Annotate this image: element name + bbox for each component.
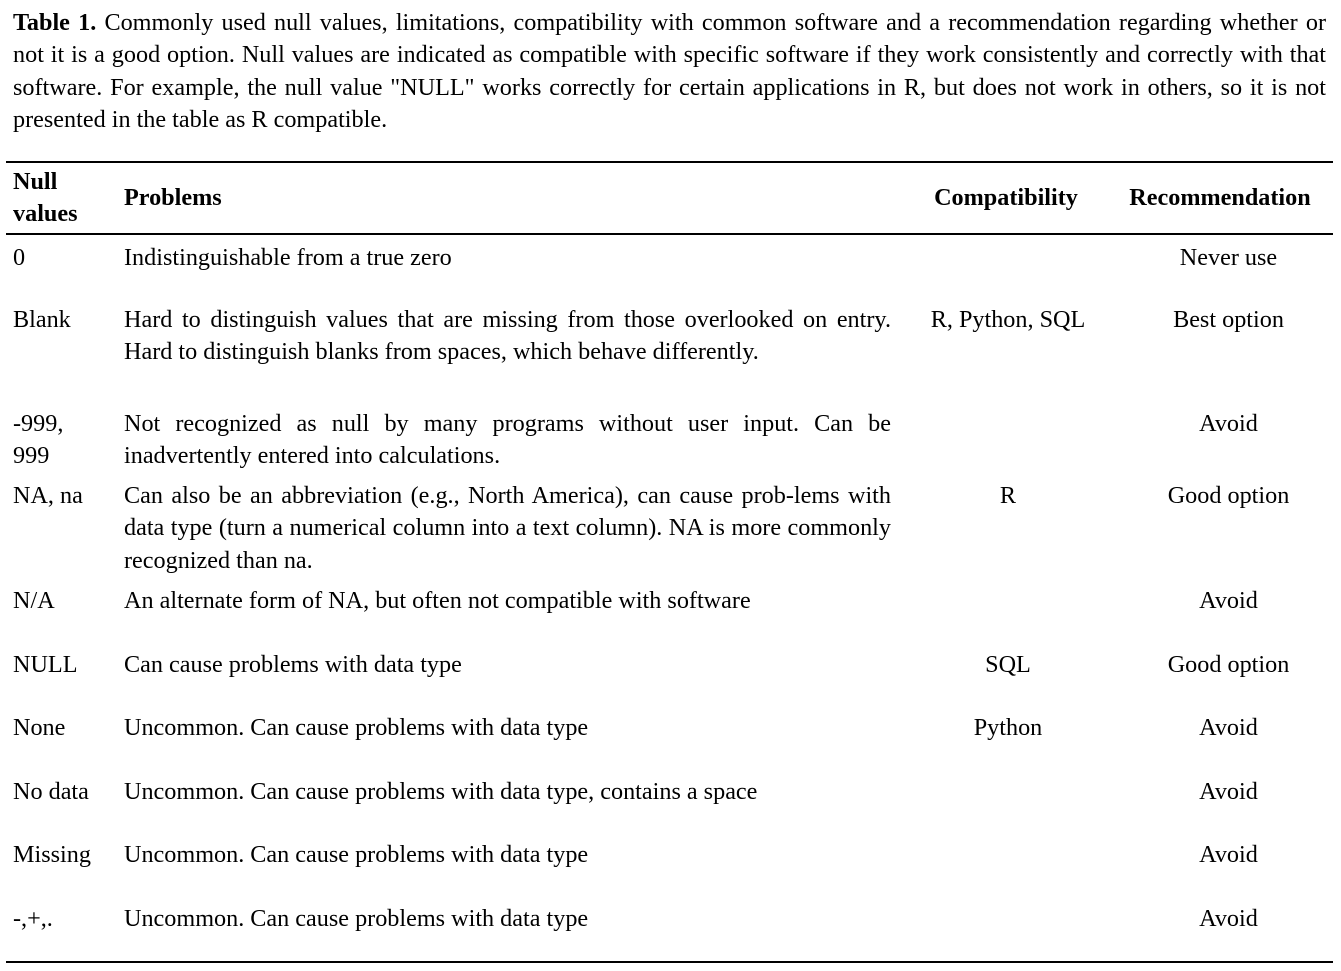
cell-null-value: -999, 999 (13, 410, 64, 470)
cell-null-value: None (13, 714, 66, 742)
cell-compatibility: SQL (985, 650, 1031, 678)
cell-recommendation: Good option (1167, 650, 1290, 678)
cell-problems: An alternate form of NA, but often not c… (124, 587, 751, 615)
table-row: Blank Hard to distinguish values that ar… (6, 297, 1333, 401)
cell-compatibility (897, 832, 1107, 896)
table-row: Missing Uncommon. Can cause problems wit… (6, 832, 1333, 896)
cell-problems: Uncommon. Can cause problems with data t… (124, 714, 589, 742)
header-problems: Problems (124, 184, 222, 212)
cell-null-value: NA, na (13, 482, 83, 510)
table-caption-text: Commonly used null values, limitations, … (13, 9, 1326, 133)
header-null-values: Null values (13, 168, 78, 228)
cell-problems: Not recognized as null by many programs … (124, 410, 891, 470)
table-caption: Table 1. Commonly used null values, limi… (13, 7, 1326, 136)
cell-compatibility (897, 401, 1107, 473)
cell-recommendation: Avoid (1199, 587, 1258, 615)
cell-recommendation: Best option (1173, 306, 1284, 334)
table-row: No data Uncommon. Can cause problems wit… (6, 769, 1333, 833)
null-values-table: Null values Problems Compatibility Recom… (6, 161, 1333, 963)
cell-null-value: No data (13, 777, 89, 805)
cell-recommendation: Avoid (1199, 904, 1258, 932)
cell-compatibility: R (999, 482, 1017, 510)
table-row: N/A An alternate form of NA, but often n… (6, 578, 1333, 642)
header-recommendation: Recommendation (1129, 184, 1311, 212)
cell-recommendation: Avoid (1199, 777, 1258, 805)
cell-recommendation: Good option (1167, 482, 1290, 510)
cell-null-value: NULL (13, 650, 78, 678)
table-body: 0 Indistinguishable from a true zero Nev… (6, 234, 1333, 962)
cell-problems: Can cause problems with data type (124, 650, 462, 678)
cell-problems: Hard to distinguish values that are miss… (124, 306, 891, 366)
cell-problems: Uncommon. Can cause problems with data t… (124, 777, 758, 805)
cell-recommendation: Avoid (1199, 714, 1258, 742)
cell-problems: Uncommon. Can cause problems with data t… (124, 904, 589, 932)
table-row: None Uncommon. Can cause problems with d… (6, 705, 1333, 769)
cell-compatibility (897, 769, 1107, 833)
cell-compatibility: R, Python, SQL (930, 306, 1086, 334)
cell-null-value: N/A (13, 587, 55, 615)
cell-compatibility (897, 896, 1107, 962)
cell-null-value: Missing (13, 841, 91, 869)
cell-compatibility (897, 234, 1107, 298)
cell-recommendation: Never use (1179, 243, 1278, 271)
table-row: NULL Can cause problems with data type S… (6, 642, 1333, 706)
table-caption-label: Table 1. (13, 9, 97, 36)
cell-problems: Uncommon. Can cause problems with data t… (124, 841, 589, 869)
cell-compatibility (897, 578, 1107, 642)
cell-problems: Can also be an abbreviation (e.g., North… (124, 482, 891, 574)
table-row: -999, 999 Not recognized as null by many… (6, 401, 1333, 473)
table-row: 0 Indistinguishable from a true zero Nev… (6, 234, 1333, 298)
table-row: -,+,. Uncommon. Can cause problems with … (6, 896, 1333, 962)
cell-null-value: -,+,. (13, 904, 53, 932)
header-compatibility: Compatibility (934, 184, 1078, 212)
cell-recommendation: Avoid (1199, 410, 1258, 438)
cell-null-value: 0 (13, 243, 26, 271)
table-row: NA, na Can also be an abbreviation (e.g.… (6, 473, 1333, 578)
cell-problems: Indistinguishable from a true zero (124, 243, 452, 271)
cell-null-value: Blank (13, 306, 71, 334)
cell-recommendation: Avoid (1199, 841, 1258, 869)
table-header: Null values Problems Compatibility Recom… (6, 162, 1333, 234)
cell-compatibility: Python (973, 714, 1043, 742)
table-header-row: Null values Problems Compatibility Recom… (6, 162, 1333, 234)
